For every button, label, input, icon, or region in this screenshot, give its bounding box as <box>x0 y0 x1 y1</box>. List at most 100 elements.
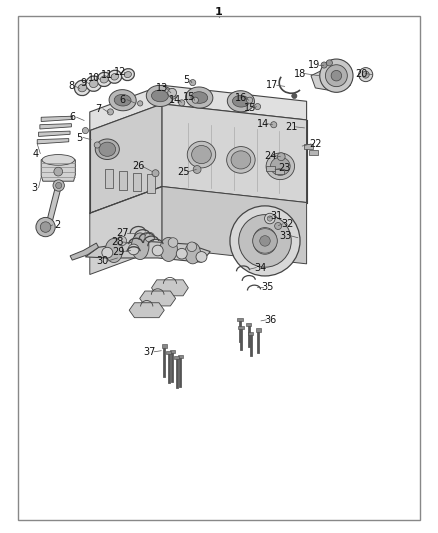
Bar <box>309 150 318 155</box>
Text: 14: 14 <box>169 95 181 105</box>
Ellipse shape <box>95 139 119 159</box>
Text: 37: 37 <box>144 347 156 357</box>
Text: 17: 17 <box>266 80 279 90</box>
Text: 34: 34 <box>254 263 267 272</box>
Ellipse shape <box>86 76 102 91</box>
Bar <box>170 350 175 353</box>
Ellipse shape <box>233 95 249 107</box>
Circle shape <box>292 93 297 99</box>
Circle shape <box>138 101 143 106</box>
Ellipse shape <box>99 142 116 156</box>
Ellipse shape <box>114 94 131 106</box>
Ellipse shape <box>121 69 134 80</box>
Circle shape <box>271 122 277 128</box>
Circle shape <box>260 236 270 246</box>
Circle shape <box>253 229 277 253</box>
Polygon shape <box>39 131 70 136</box>
Text: 10: 10 <box>88 74 100 83</box>
Ellipse shape <box>253 228 277 254</box>
Text: 32: 32 <box>281 219 293 229</box>
Text: 5: 5 <box>76 133 82 142</box>
Ellipse shape <box>185 243 201 264</box>
Ellipse shape <box>160 237 177 262</box>
Polygon shape <box>129 303 164 318</box>
Text: 13: 13 <box>156 83 168 93</box>
Bar <box>119 171 127 190</box>
Text: 19: 19 <box>308 60 321 70</box>
Polygon shape <box>162 104 307 203</box>
Circle shape <box>168 88 177 97</box>
Text: 21: 21 <box>285 122 297 132</box>
Text: 30: 30 <box>97 256 109 266</box>
Text: 31: 31 <box>271 211 283 221</box>
Ellipse shape <box>78 84 87 92</box>
Circle shape <box>193 166 201 173</box>
Circle shape <box>320 59 353 92</box>
Ellipse shape <box>131 233 149 260</box>
Ellipse shape <box>168 238 178 247</box>
Bar <box>237 318 243 321</box>
Circle shape <box>321 62 327 68</box>
Circle shape <box>94 142 100 148</box>
Text: 23: 23 <box>279 164 291 173</box>
Circle shape <box>362 71 369 78</box>
Circle shape <box>277 153 285 160</box>
Text: 5: 5 <box>183 76 189 85</box>
Text: 8: 8 <box>68 82 74 91</box>
Circle shape <box>82 127 88 134</box>
Text: 29: 29 <box>112 247 124 256</box>
Circle shape <box>275 222 282 230</box>
Ellipse shape <box>108 70 122 83</box>
Ellipse shape <box>227 147 255 173</box>
Text: 16: 16 <box>235 93 247 103</box>
Text: 6: 6 <box>69 112 75 122</box>
Polygon shape <box>70 243 99 260</box>
Circle shape <box>331 70 342 81</box>
Text: 6: 6 <box>120 95 126 104</box>
Ellipse shape <box>100 76 108 83</box>
Ellipse shape <box>192 146 211 164</box>
Text: 25: 25 <box>178 167 190 176</box>
Ellipse shape <box>97 72 112 86</box>
Ellipse shape <box>187 141 215 168</box>
Circle shape <box>326 60 332 66</box>
Circle shape <box>325 64 347 87</box>
Polygon shape <box>90 187 162 274</box>
Text: 20: 20 <box>355 69 367 78</box>
Circle shape <box>152 169 159 177</box>
Ellipse shape <box>187 242 197 252</box>
Text: 33: 33 <box>279 231 292 240</box>
Bar <box>275 169 284 174</box>
Ellipse shape <box>152 90 168 102</box>
Text: 3: 3 <box>31 183 37 192</box>
Circle shape <box>247 97 253 103</box>
Ellipse shape <box>42 155 74 165</box>
Bar <box>304 144 313 149</box>
Ellipse shape <box>102 247 113 258</box>
Text: 22: 22 <box>309 139 321 149</box>
Ellipse shape <box>146 85 173 107</box>
Circle shape <box>265 213 275 224</box>
Polygon shape <box>41 116 73 122</box>
Polygon shape <box>85 241 210 262</box>
Text: 27: 27 <box>117 229 129 238</box>
Ellipse shape <box>74 80 90 95</box>
Polygon shape <box>90 104 162 213</box>
Ellipse shape <box>227 91 254 112</box>
Text: 1: 1 <box>215 7 223 17</box>
Circle shape <box>190 79 196 86</box>
Circle shape <box>54 167 63 176</box>
Ellipse shape <box>117 236 127 246</box>
Circle shape <box>239 215 291 267</box>
Bar <box>105 169 113 188</box>
Ellipse shape <box>266 153 294 180</box>
Bar <box>133 173 141 191</box>
Ellipse shape <box>89 80 98 87</box>
Circle shape <box>179 100 185 106</box>
Circle shape <box>36 217 55 237</box>
Text: 26: 26 <box>132 161 144 171</box>
Ellipse shape <box>128 244 139 255</box>
Circle shape <box>53 180 64 191</box>
Polygon shape <box>140 291 176 306</box>
Ellipse shape <box>196 252 207 262</box>
